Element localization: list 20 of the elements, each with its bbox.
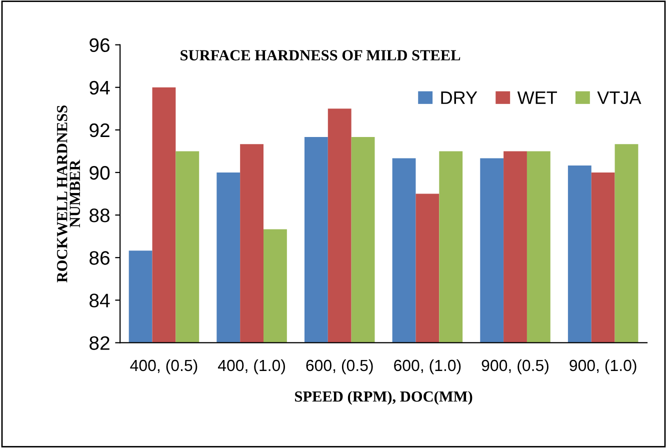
x-tick-label: 900, (0.5) [482,359,548,374]
y-tick-label: 86 [90,251,110,265]
chart-title: SURFACE HARDNESS OF MILD STEEL [180,50,460,60]
y-tick-label: 92 [90,123,110,138]
y-tick-label: 82 [90,336,110,350]
y-tick-label: 88 [90,208,110,222]
y-tick-label: 96 [90,38,110,52]
legend-label: VTJA [597,92,642,104]
y-axis-title: ROCKWELL HARDNESS NUMBER [56,105,80,282]
x-axis-title: SPEED (RPM), DOC(MM) [295,390,472,405]
legend-label: WET [517,92,557,104]
x-tick-label: 900, (1.0) [570,359,636,374]
legend-label: DRY [441,92,478,104]
x-tick-label: 600, (0.5) [306,359,373,374]
y-tick-label: 84 [90,294,110,308]
x-tick-label: 400, (0.5) [130,359,198,374]
y-tick-label: 90 [90,166,110,180]
x-tick-label: 600, (1.0) [394,359,461,374]
x-tick-label: 400, (1.0) [218,359,285,374]
y-tick-label: 94 [90,80,110,95]
